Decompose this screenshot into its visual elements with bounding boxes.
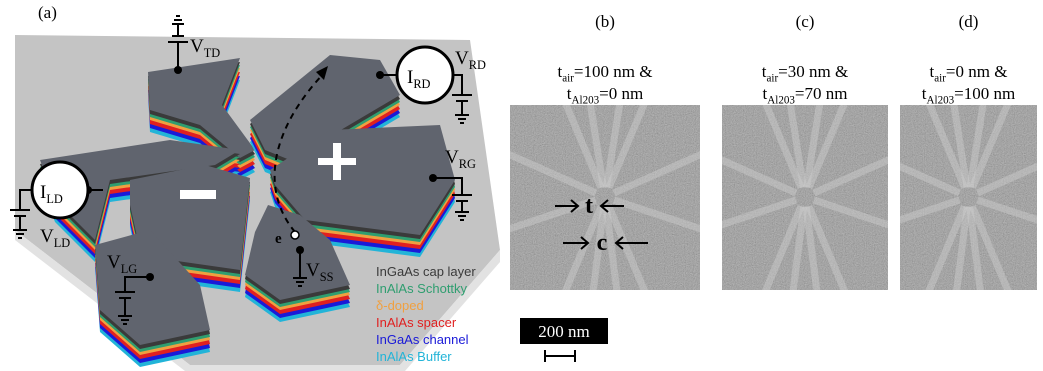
- scale-bar-label: 200 nm: [538, 322, 589, 341]
- panel-label: (a): [38, 3, 57, 22]
- rest: =100 nm: [954, 84, 1015, 103]
- sub: RG: [459, 157, 476, 171]
- sub: LD: [54, 236, 71, 250]
- base: V: [107, 252, 121, 273]
- panel-label: (b): [595, 12, 615, 31]
- caption-line: tAl203=0 nm: [567, 84, 643, 106]
- legend-entry: InGaAs cap layer: [376, 264, 476, 279]
- electron-dot: [291, 231, 299, 239]
- rest: =100 nm &: [574, 62, 653, 81]
- caption-line: tair=30 nm &: [762, 62, 848, 84]
- rest: =30 nm &: [778, 62, 848, 81]
- sub: SS: [320, 270, 334, 284]
- base: V: [40, 226, 54, 247]
- base: V: [306, 260, 320, 281]
- sub: RD: [469, 58, 486, 72]
- sem-images: (b)tair=100 nm &tAl203=0 nm(c)tair=30 nm…: [470, 12, 1043, 340]
- base: V: [190, 36, 204, 57]
- sub: air: [767, 72, 779, 84]
- sem-noise: [722, 105, 888, 290]
- sem-mark: c: [597, 230, 608, 256]
- sub: TD: [204, 46, 221, 60]
- panel-label: (d): [959, 12, 979, 31]
- legend-entry: InAlAs Schottky: [376, 281, 468, 296]
- sub: air: [934, 72, 946, 84]
- legend-entry: InAlAs spacer: [376, 315, 457, 330]
- caption-line: tAl203=70 nm: [763, 84, 848, 106]
- base: V: [445, 147, 459, 168]
- minus-sign: [180, 190, 216, 199]
- scale-bar: [545, 350, 575, 362]
- caption-line: tAl203=100 nm: [922, 84, 1015, 106]
- sub: Al203: [572, 94, 600, 106]
- rest: =0 nm: [599, 84, 643, 103]
- figure: (a) e VTDIRDVRDVRGILDVLDVLGVSSInGaAs cap…: [0, 0, 1043, 371]
- sem-mark: t: [585, 193, 593, 219]
- legend-entry: InAlAs Buffer: [376, 349, 452, 364]
- base: V: [455, 48, 469, 69]
- sub: LD: [46, 192, 63, 206]
- sub: LG: [121, 262, 138, 276]
- plus-sign: [333, 143, 341, 180]
- ammeter: [397, 47, 453, 103]
- sub: RD: [413, 77, 430, 91]
- sub: Al203: [767, 94, 795, 106]
- sem-noise: [900, 105, 1037, 290]
- panel-label: (c): [796, 12, 815, 31]
- electron-label: e: [275, 231, 282, 247]
- caption-line: tair=100 nm &: [558, 62, 653, 84]
- legend-entry: δ-doped: [376, 298, 424, 313]
- rest: =0 nm &: [946, 62, 1008, 81]
- sem-noise: [510, 105, 700, 290]
- caption-line: tair=0 nm &: [930, 62, 1008, 84]
- rest: =70 nm: [795, 84, 848, 103]
- sub: air: [562, 72, 574, 84]
- legend-entry: InGaAs channel: [376, 332, 469, 347]
- sub: Al203: [927, 94, 955, 106]
